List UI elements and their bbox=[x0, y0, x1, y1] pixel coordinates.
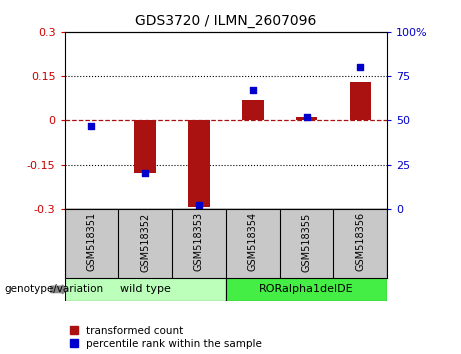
Bar bbox=[349, 82, 371, 120]
Point bbox=[195, 202, 203, 208]
Text: genotype/variation: genotype/variation bbox=[5, 284, 104, 295]
Text: wild type: wild type bbox=[120, 284, 171, 295]
Text: GSM518356: GSM518356 bbox=[355, 212, 366, 272]
Text: GSM518352: GSM518352 bbox=[140, 212, 150, 272]
Text: GSM518353: GSM518353 bbox=[194, 212, 204, 272]
Bar bbox=[296, 118, 317, 120]
Point bbox=[249, 87, 256, 93]
Title: GDS3720 / ILMN_2607096: GDS3720 / ILMN_2607096 bbox=[135, 14, 317, 28]
Legend: transformed count, percentile rank within the sample: transformed count, percentile rank withi… bbox=[70, 326, 262, 349]
Text: GSM518355: GSM518355 bbox=[301, 212, 312, 272]
Bar bbox=[65, 278, 226, 301]
Bar bbox=[135, 120, 156, 173]
Point bbox=[88, 123, 95, 129]
Bar bbox=[188, 120, 210, 207]
Text: RORalpha1delDE: RORalpha1delDE bbox=[259, 284, 354, 295]
Point bbox=[303, 114, 310, 120]
Point bbox=[142, 171, 149, 176]
Bar bbox=[226, 278, 387, 301]
Bar bbox=[242, 100, 264, 120]
Point bbox=[357, 64, 364, 70]
Text: GSM518354: GSM518354 bbox=[248, 212, 258, 272]
Text: GSM518351: GSM518351 bbox=[86, 212, 96, 272]
